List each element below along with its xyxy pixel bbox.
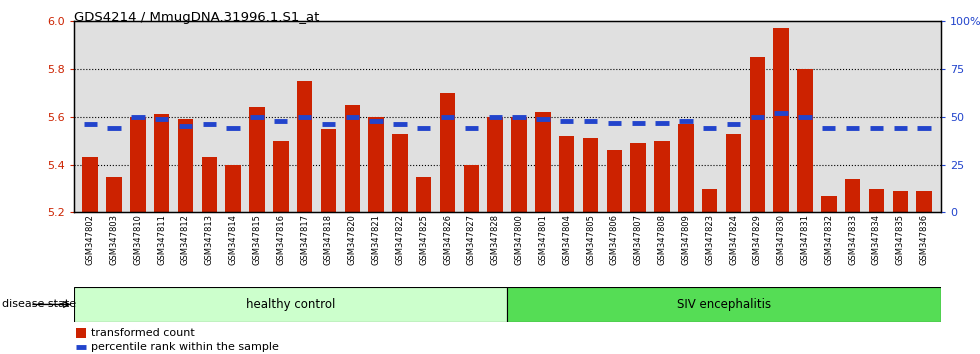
- Text: GSM347826: GSM347826: [443, 214, 452, 265]
- Text: GSM347812: GSM347812: [181, 214, 190, 265]
- Bar: [74, 287, 508, 322]
- Bar: [487, 117, 503, 212]
- Text: GSM347823: GSM347823: [706, 214, 714, 265]
- Bar: [273, 141, 288, 212]
- Bar: [630, 143, 646, 212]
- Text: GSM347813: GSM347813: [205, 214, 214, 265]
- Text: GSM347836: GSM347836: [919, 214, 929, 265]
- Text: GSM347801: GSM347801: [538, 214, 548, 265]
- Text: GSM347828: GSM347828: [491, 214, 500, 265]
- Bar: [154, 114, 170, 212]
- Bar: [440, 93, 456, 212]
- Bar: [106, 177, 122, 212]
- Text: GSM347830: GSM347830: [777, 214, 786, 265]
- Text: GSM347820: GSM347820: [348, 214, 357, 265]
- Bar: [916, 191, 932, 212]
- Text: GSM347810: GSM347810: [133, 214, 142, 265]
- Bar: [655, 141, 669, 212]
- Text: GSM347832: GSM347832: [824, 214, 833, 265]
- Bar: [130, 117, 146, 212]
- Bar: [512, 117, 527, 212]
- Bar: [225, 165, 241, 212]
- Bar: [345, 105, 360, 212]
- Text: GSM347806: GSM347806: [610, 214, 619, 265]
- Bar: [177, 119, 193, 212]
- Bar: [535, 112, 551, 212]
- Text: GSM347834: GSM347834: [872, 214, 881, 265]
- Text: GSM347831: GSM347831: [801, 214, 809, 265]
- Text: GSM347803: GSM347803: [110, 214, 119, 265]
- Bar: [416, 177, 431, 212]
- Text: GSM347829: GSM347829: [753, 214, 761, 265]
- Bar: [559, 136, 574, 212]
- Bar: [368, 117, 384, 212]
- Text: transformed count: transformed count: [91, 328, 194, 338]
- Text: GSM347802: GSM347802: [85, 214, 95, 265]
- Bar: [726, 133, 741, 212]
- Bar: [678, 124, 694, 212]
- Bar: [893, 191, 908, 212]
- Text: percentile rank within the sample: percentile rank within the sample: [91, 342, 278, 352]
- Text: GSM347833: GSM347833: [848, 214, 858, 265]
- Bar: [82, 158, 98, 212]
- Bar: [845, 179, 860, 212]
- Text: GSM347822: GSM347822: [395, 214, 405, 265]
- Text: GSM347804: GSM347804: [563, 214, 571, 265]
- Bar: [392, 133, 408, 212]
- Text: GSM347835: GSM347835: [896, 214, 905, 265]
- Text: GSM347821: GSM347821: [371, 214, 380, 265]
- Text: GDS4214 / MmugDNA.31996.1.S1_at: GDS4214 / MmugDNA.31996.1.S1_at: [74, 11, 318, 24]
- Bar: [202, 158, 217, 212]
- Text: GSM347824: GSM347824: [729, 214, 738, 265]
- Bar: [249, 107, 265, 212]
- Text: GSM347808: GSM347808: [658, 214, 666, 265]
- Bar: [297, 81, 313, 212]
- Text: GSM347814: GSM347814: [228, 214, 237, 265]
- Bar: [320, 129, 336, 212]
- Bar: [773, 28, 789, 212]
- Bar: [798, 69, 812, 212]
- Text: GSM347811: GSM347811: [157, 214, 167, 265]
- Text: GSM347815: GSM347815: [253, 214, 262, 265]
- Text: healthy control: healthy control: [246, 298, 335, 311]
- Bar: [750, 57, 765, 212]
- Bar: [583, 138, 598, 212]
- Bar: [508, 287, 941, 322]
- Text: GSM347827: GSM347827: [466, 214, 476, 265]
- Text: GSM347818: GSM347818: [324, 214, 333, 265]
- Bar: [702, 189, 717, 212]
- Bar: [868, 189, 884, 212]
- Bar: [821, 196, 837, 212]
- Text: GSM347817: GSM347817: [300, 214, 309, 265]
- Bar: [464, 165, 479, 212]
- Text: GSM347825: GSM347825: [419, 214, 428, 265]
- Bar: [607, 150, 622, 212]
- Text: GSM347816: GSM347816: [276, 214, 285, 265]
- Text: SIV encephalitis: SIV encephalitis: [677, 298, 771, 311]
- Text: GSM347807: GSM347807: [634, 214, 643, 265]
- Text: GSM347809: GSM347809: [681, 214, 690, 265]
- Text: GSM347805: GSM347805: [586, 214, 595, 265]
- Text: GSM347800: GSM347800: [514, 214, 523, 265]
- Text: disease state: disease state: [2, 299, 76, 309]
- Bar: [76, 328, 86, 338]
